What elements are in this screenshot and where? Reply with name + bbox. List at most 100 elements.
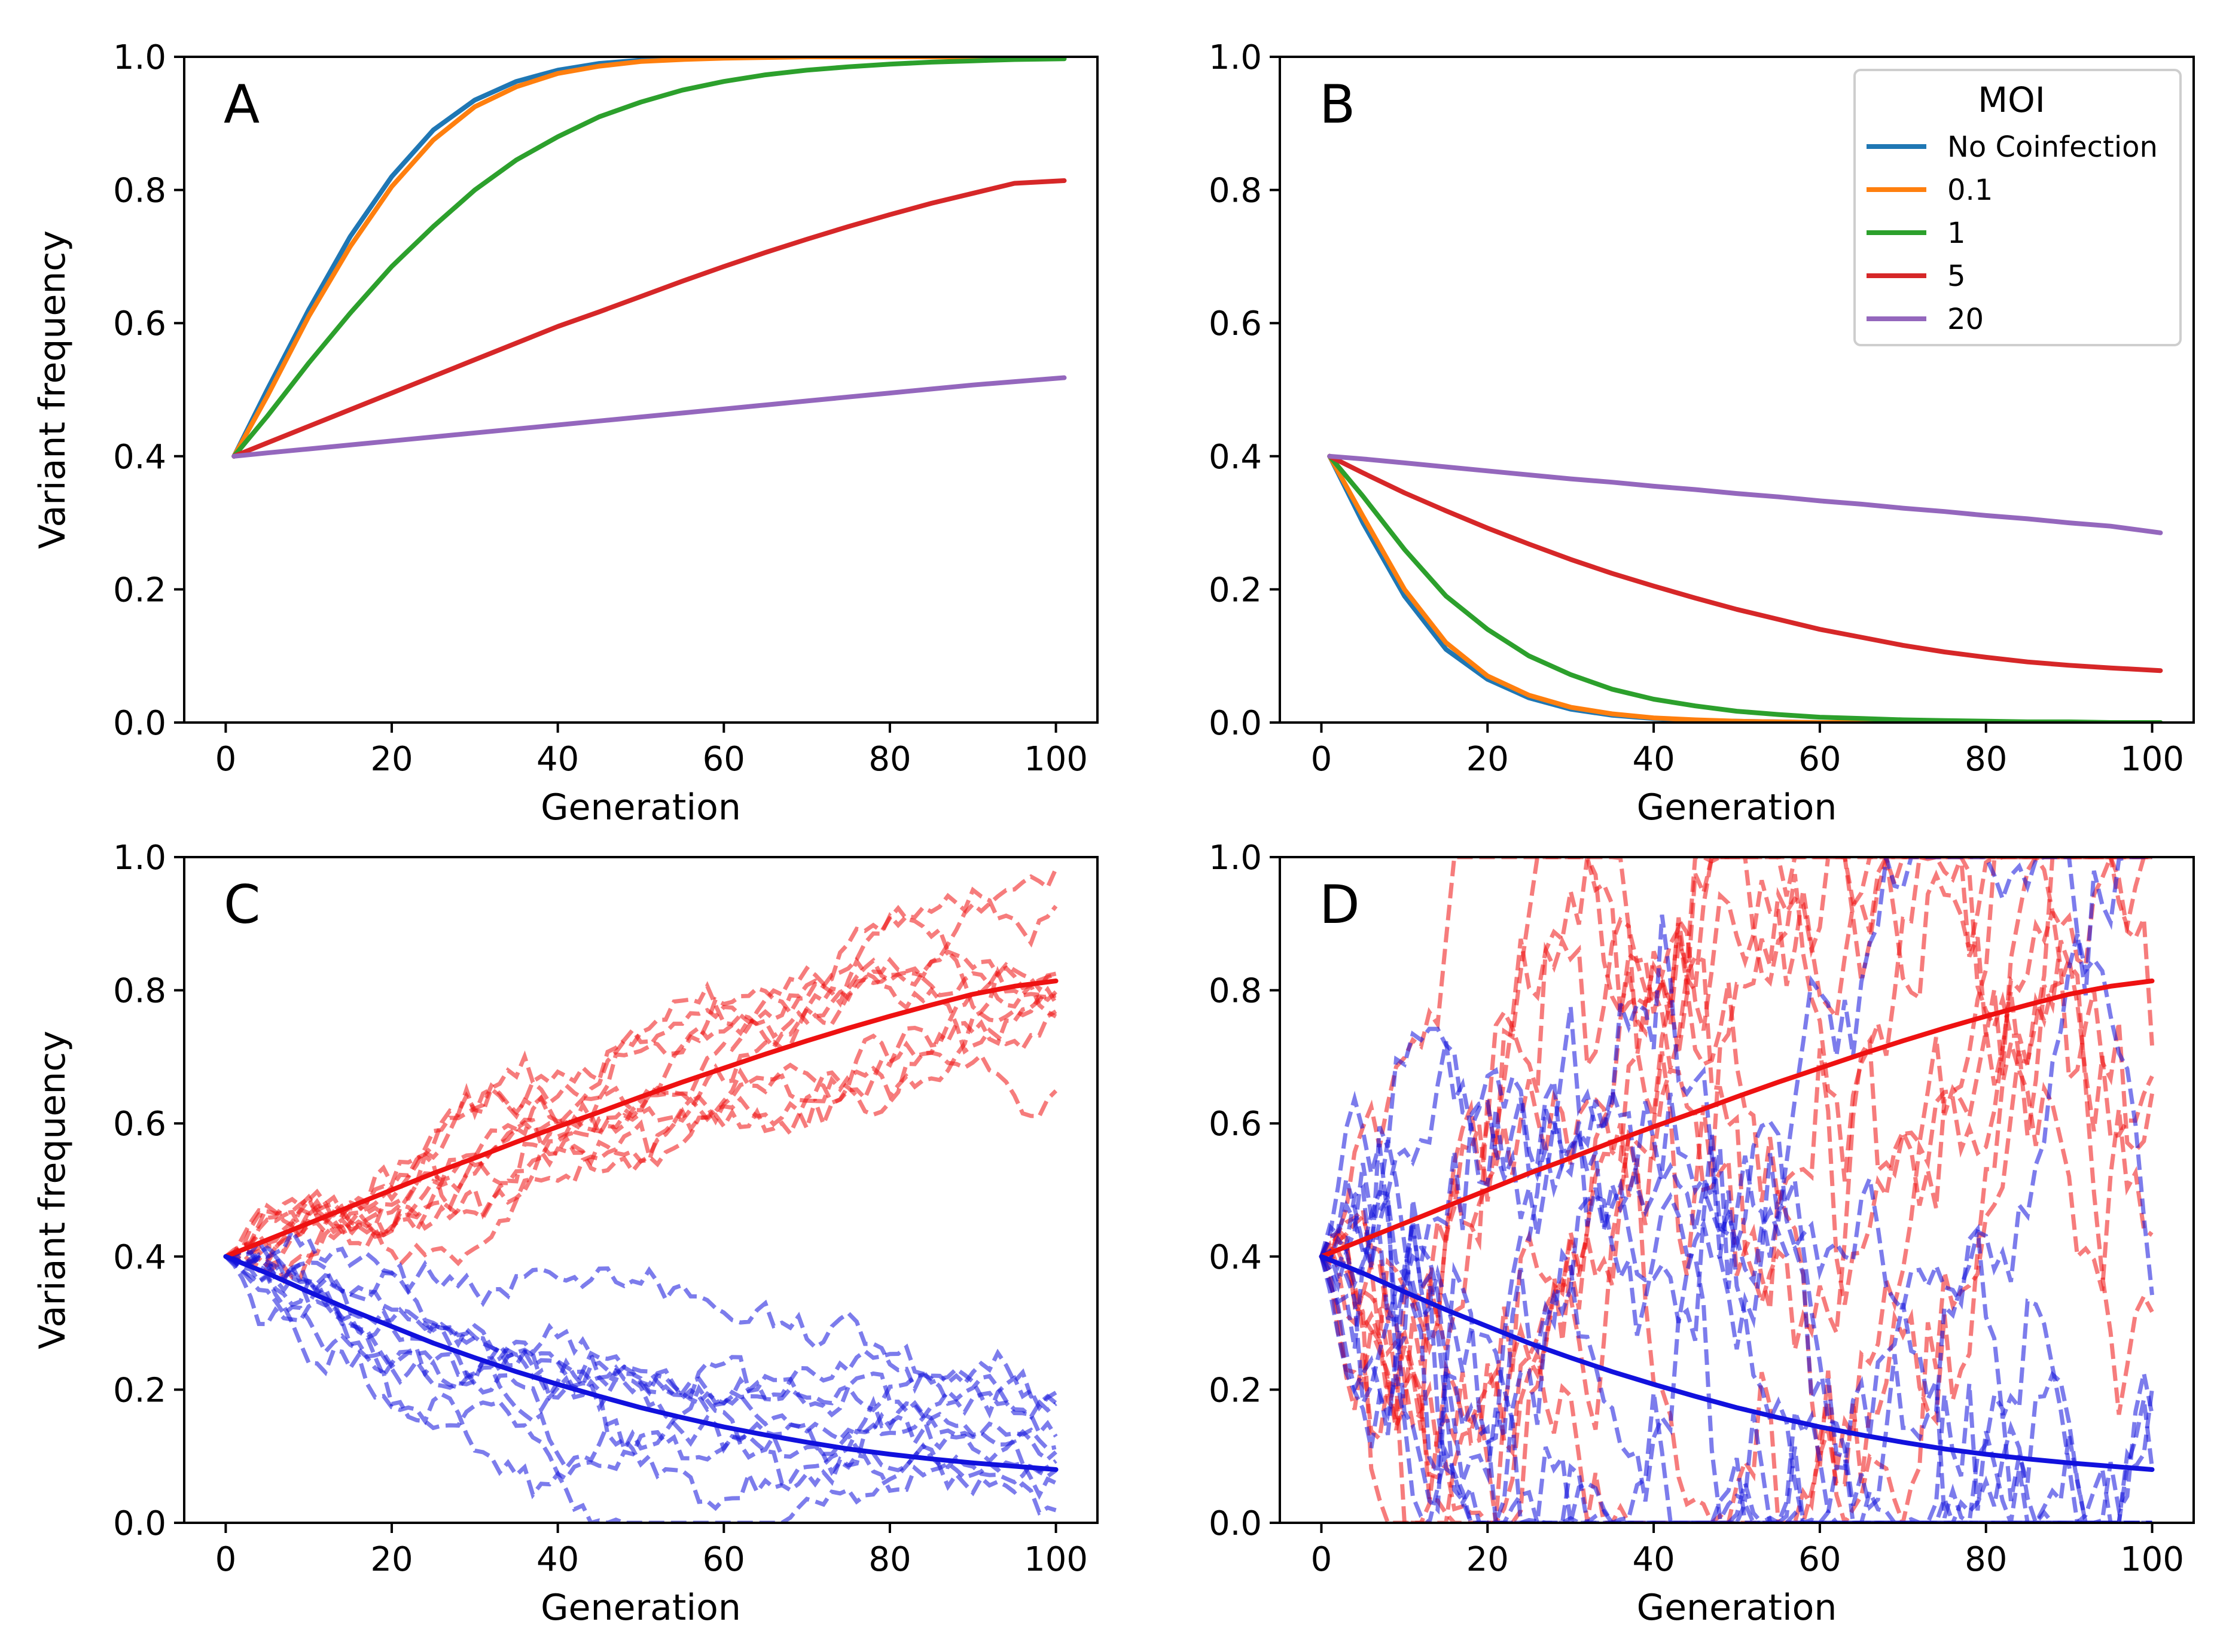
- simulation-trace: [224, 1245, 1057, 1500]
- simulation-trace: [225, 867, 1058, 1259]
- simulation-trace: [225, 904, 1057, 1273]
- simulation-trace: [1319, 1255, 2152, 1523]
- simulation-trace: [224, 1255, 1057, 1479]
- simulation-trace: [1319, 857, 2154, 1421]
- series-line-3: [231, 178, 1067, 459]
- series-line-0: [223, 979, 1059, 1259]
- panel-d: 0 20 40 60 80 100 0.0 0.2 0.4 0.6 0.8 1.0 Generation…: [1209, 839, 2195, 1629]
- x-tick-label: 40: [536, 740, 579, 779]
- x-tick-label: 100: [2120, 1540, 2184, 1579]
- simulation-trace: [225, 1050, 1058, 1259]
- x-tick-label: 100: [1024, 740, 1088, 779]
- x-tick-label: 60: [703, 1540, 745, 1579]
- x-tick-label: 40: [1632, 740, 1675, 779]
- legend-label: 5: [1947, 260, 1966, 293]
- x-tick-label: 20: [1466, 1540, 1509, 1579]
- simulation-trace: [224, 986, 1058, 1280]
- y-tick-label: 0.0: [113, 704, 166, 743]
- simulation-trace: [1320, 857, 2152, 1356]
- x-tick-label: 20: [370, 1540, 413, 1579]
- y-tick-label: 0.4: [1209, 1238, 1262, 1277]
- y-tick-label: 0.6: [1209, 304, 1262, 343]
- x-tick-label: 80: [1965, 1540, 2007, 1579]
- series-line-1: [223, 1254, 1059, 1472]
- y-tick-label: 0.4: [113, 1238, 166, 1277]
- y-tick-label: 0.4: [113, 438, 166, 477]
- y-tick-label: 0.2: [113, 1371, 166, 1410]
- x-axis-label: Generation: [541, 1587, 741, 1629]
- x-axis-label: Generation: [1637, 1587, 1837, 1629]
- simulation-trace: [1319, 857, 2154, 1523]
- x-tick-label: 60: [1798, 1540, 1841, 1579]
- y-tick-label: 1.0: [1209, 38, 1262, 77]
- x-tick-label: 80: [1965, 740, 2007, 779]
- x-tick-label: 20: [370, 740, 413, 779]
- axes-frame: [1279, 856, 2195, 1524]
- legend: MOI No Coinfection 0.1 1 5 20: [1853, 69, 2182, 346]
- y-tick-label: 0.2: [1209, 571, 1262, 609]
- simulation-trace: [1320, 1249, 2154, 1523]
- x-tick-label: 80: [868, 1540, 911, 1579]
- x-axis-label: Generation: [1637, 787, 1837, 828]
- legend-title: MOI: [1978, 80, 2045, 120]
- panel-b: 0 20 40 60 80 100 0.0 0.2 0.4 0.6 0.8 1.0 Generation…: [1209, 38, 2195, 828]
- y-tick-label: 0.0: [1209, 704, 1262, 743]
- series-line-0: [1319, 979, 2155, 1259]
- simulation-trace: [1320, 857, 2152, 1350]
- y-axis-label: Variant frequency: [32, 1031, 74, 1349]
- x-axis-label: Generation: [541, 787, 741, 828]
- legend-label: 0.1: [1947, 173, 1993, 207]
- simulation-trace: [1320, 940, 2154, 1523]
- panel-label: A: [224, 74, 260, 135]
- x-tick-label: 40: [1632, 1540, 1675, 1579]
- y-tick-label: 1.0: [1209, 839, 1262, 877]
- simulation-trace: [225, 1238, 1057, 1511]
- simulation-trace: [225, 956, 1057, 1259]
- simulation-trace: [224, 956, 1057, 1258]
- x-tick-label: 0: [1311, 1540, 1332, 1579]
- y-tick-label: 1.0: [113, 38, 166, 77]
- simulation-trace: [1319, 857, 2152, 1472]
- x-tick-label: 100: [1024, 1540, 1088, 1579]
- simulation-trace: [225, 1249, 1057, 1454]
- plot-area: [1327, 453, 2163, 723]
- simulation-trace: [225, 1226, 1058, 1438]
- simulation-trace: [1319, 1090, 2154, 1523]
- plot-area: [231, 57, 1067, 459]
- y-tick-label: 0.6: [113, 304, 166, 343]
- panel-label: B: [1319, 74, 1355, 135]
- simulation-trace: [1319, 1042, 2154, 1523]
- simulation-trace: [1319, 1190, 2152, 1523]
- y-tick-label: 0.2: [1209, 1371, 1262, 1410]
- panel-c: 0 20 40 60 80 100 0.0 0.2 0.4 0.6 0.8 1.0 Generation…: [32, 839, 1099, 1629]
- series-line-3: [1327, 453, 2163, 673]
- axes-frame: [183, 56, 1099, 724]
- simulation-trace: [1321, 857, 2152, 1523]
- legend-label: No Coinfection: [1947, 130, 2158, 164]
- x-tick-label: 0: [215, 740, 237, 779]
- axes-frame: [183, 856, 1099, 1524]
- plot-area: [223, 867, 1059, 1523]
- y-axis-label: Variant frequency: [32, 230, 74, 549]
- simulation-trace: [224, 1254, 1057, 1419]
- simulation-trace: [1319, 933, 2154, 1511]
- series-line-4: [1327, 453, 2163, 535]
- y-tick-label: 0.0: [1209, 1504, 1262, 1543]
- series-line-1: [1319, 1254, 2155, 1472]
- y-tick-label: 1.0: [113, 839, 166, 877]
- panel-a: 0 20 40 60 80 100 0.0 0.2 0.4 0.6 0.8 1.0 Generation…: [32, 38, 1099, 828]
- x-tick-label: 60: [1798, 740, 1841, 779]
- x-tick-label: 100: [2120, 740, 2184, 779]
- y-tick-label: 0.8: [113, 972, 166, 1011]
- x-tick-label: 20: [1466, 740, 1509, 779]
- series-line-1: [231, 57, 1067, 459]
- legend-label: 1: [1947, 217, 1966, 250]
- y-tick-label: 0.8: [113, 172, 166, 211]
- panel-label: C: [224, 874, 260, 935]
- x-tick-label: 0: [215, 1540, 237, 1579]
- y-tick-label: 0.6: [1209, 1105, 1262, 1144]
- y-tick-label: 0.6: [113, 1105, 166, 1144]
- legend-box: [1853, 69, 2182, 346]
- plot-area: [1319, 857, 2155, 1523]
- x-tick-label: 80: [868, 740, 911, 779]
